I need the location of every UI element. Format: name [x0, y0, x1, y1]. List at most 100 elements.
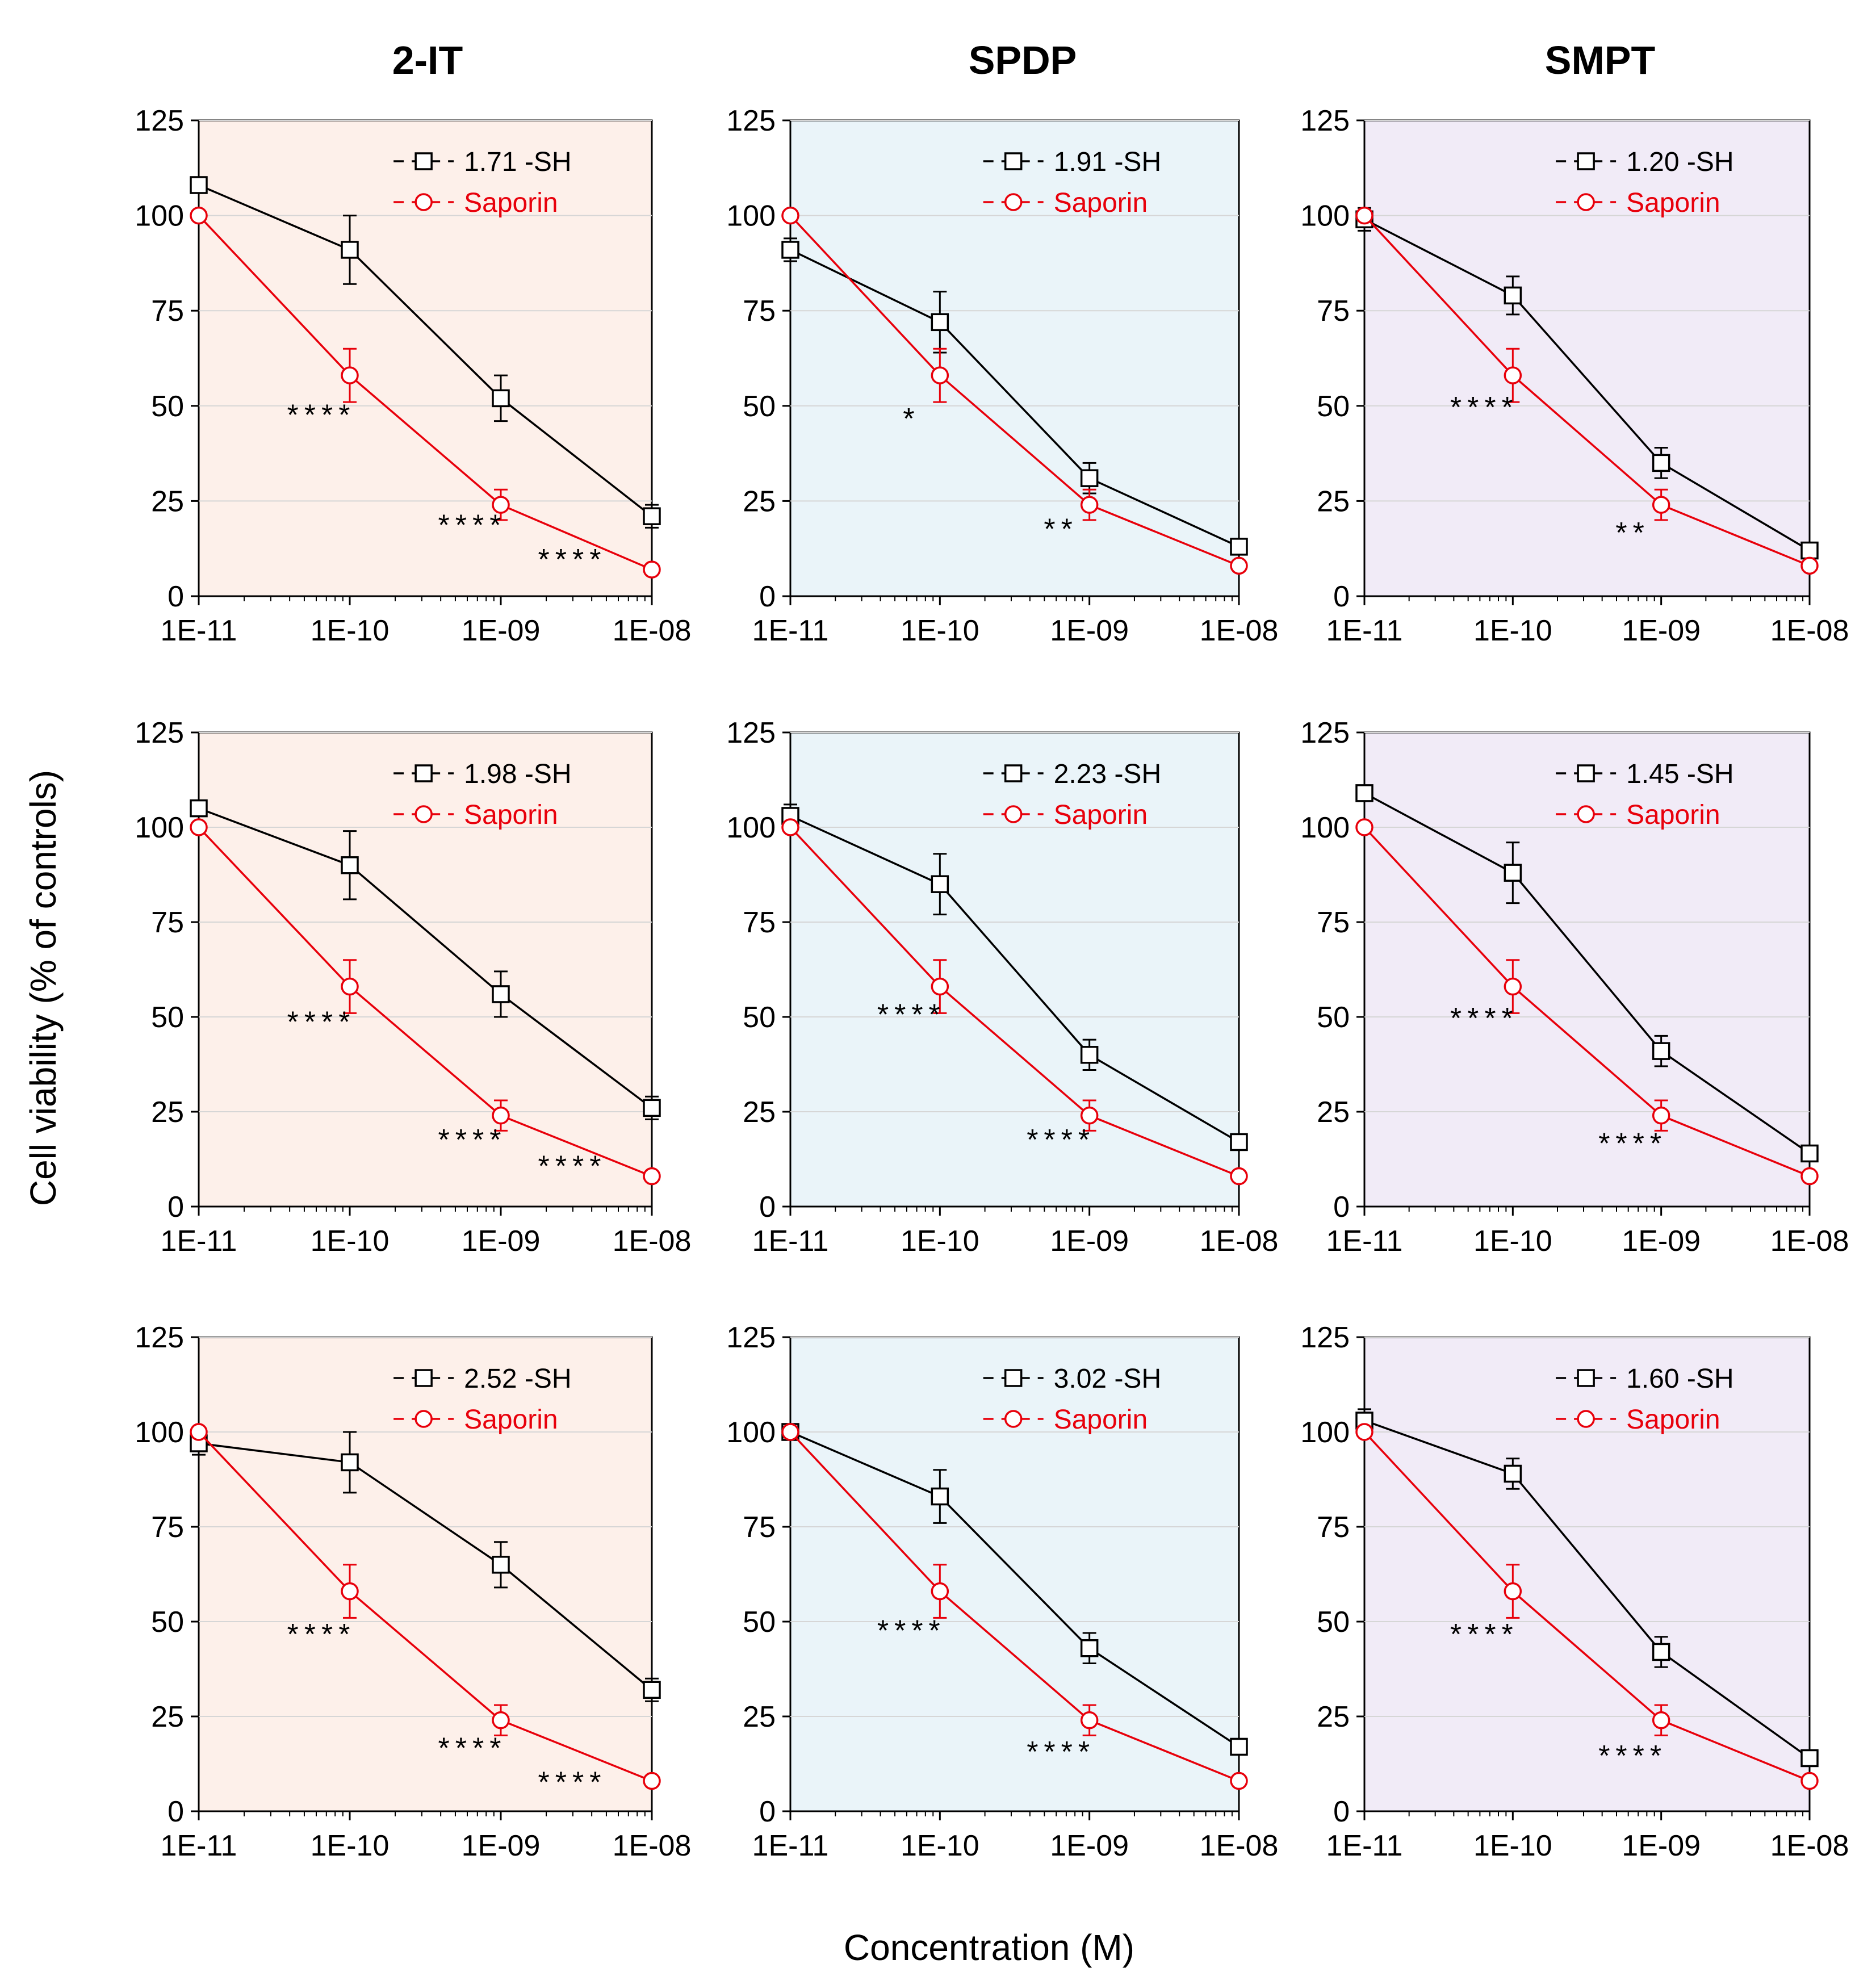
panel-spdp-3-y-tick-label: 0: [759, 1795, 776, 1828]
panel-spdp-1-y-tick-label: 50: [743, 390, 776, 423]
panel-smpt-2: 0 25 50 75 100 125 1E-11 1E-10 1E-09 1E-08 **** ***…: [1300, 717, 1849, 1258]
panel-spdp-2-y-tick-label: 0: [759, 1191, 776, 1224]
panel-2-it-1-sh-series-line: [198, 184, 653, 517]
panel-smpt-3-y-tick-label: 100: [1300, 1416, 1350, 1449]
panel-spdp-1-plot-area: [789, 119, 1240, 597]
panel-2-it-1-significance-label: ****: [438, 509, 507, 542]
panel-smpt-2-sh-series-point: [1504, 864, 1522, 882]
panel-2-it-1-saporin-series-line: [198, 215, 652, 571]
panel-smpt-3: 0 25 50 75 100 125 1E-11 1E-10 1E-09 1E-08 **** ***…: [1300, 1321, 1849, 1862]
panel-2-it-3-y-tick-label: 100: [135, 1416, 184, 1449]
panel-smpt-1-legend-sh-label: 1.20 -SH: [1626, 147, 1733, 177]
panel-2-it-2-y-tick-label: 125: [135, 717, 184, 749]
panel-smpt-1-significance-label: **: [1615, 517, 1649, 550]
panel-smpt-2-legend-saporin-label: Saporin: [1626, 800, 1720, 830]
panel-spdp-2-sh-series-point: [1230, 1133, 1248, 1151]
panel-smpt-3-saporin-series-point: [1355, 1423, 1374, 1441]
panel-spdp-3-sh-series-point: [931, 1487, 949, 1506]
panel-2-it-3-plot-area: [198, 1336, 653, 1812]
panel-2-it-3-y-tick-label: 25: [151, 1701, 184, 1733]
panel-spdp-2-significance-label: ****: [877, 998, 946, 1031]
panel-smpt-3-y-tick-label: 0: [1333, 1795, 1350, 1828]
panel-smpt-3-legend-sh-label: 1.60 -SH: [1626, 1364, 1733, 1394]
panel-smpt-2-sh-series-point: [1652, 1042, 1670, 1060]
panel-2-it-1: 0 25 50 75 100 125 1E-11 1E-10 1E-09 1E-08 **** ***…: [135, 104, 691, 647]
panel-spdp-2-y-tick-label: 100: [726, 811, 776, 844]
panel-smpt-1-sh-series-point: [1800, 541, 1819, 560]
panel-smpt-2-saporin-series-point: [1504, 977, 1522, 996]
panel-2-it-1-y-tick-label: 75: [151, 295, 184, 328]
panel-2-it-1-sh-series-point: [492, 389, 510, 408]
panel-spdp-3-sh-series-point: [1080, 1639, 1099, 1657]
panel-spdp-3-plot-area: [789, 1336, 1240, 1812]
panel-2-it-2-significance-label: ****: [438, 1124, 507, 1157]
panel-2-it-1-y-tick-label: 125: [135, 104, 184, 137]
panel-2-it-1-saporin-series-point: [341, 366, 359, 384]
panel-spdp-3-legend-saporin-marker: [1004, 1410, 1023, 1428]
panel-spdp-2-sh-series-line: [790, 815, 1240, 1143]
panel-smpt-2-saporin-series-point: [1652, 1106, 1670, 1125]
panel-spdp-3-y-tick-label: 75: [743, 1511, 776, 1544]
panel-smpt-3-sh-series-point: [1504, 1464, 1522, 1483]
panel-smpt-2-significance-label: ****: [1450, 1002, 1519, 1035]
panel-spdp-3-saporin-series-point: [1080, 1711, 1099, 1729]
panel-2-it-3-saporin-series-line: [198, 1431, 652, 1782]
panel-spdp-1-legend-saporin-marker: [1004, 193, 1023, 211]
panel-spdp-1-saporin-series-point: [1230, 556, 1248, 575]
panel-spdp-1-significance-label: **: [1044, 513, 1078, 546]
panel-spdp-2-sh-series-point: [1080, 1046, 1099, 1064]
panel-spdp-2-significance-label: ****: [1027, 1124, 1095, 1157]
panel-2-it-3-significance-label: ****: [287, 1618, 356, 1651]
panel-smpt-1-x-tick-label: 1E-08: [1770, 614, 1849, 647]
panel-spdp-3: 0 25 50 75 100 125 1E-11 1E-10 1E-09 1E-08 **** ***…: [726, 1321, 1278, 1862]
panel-2-it-2-plot-area: [198, 731, 653, 1208]
panel-2-it-1-y-tick-label: 25: [151, 485, 184, 518]
panel-spdp-3-saporin-series-point: [931, 1582, 949, 1601]
panel-spdp-2-x-tick-label: 1E-08: [1200, 1225, 1279, 1258]
panel-smpt-3-legend-saporin-marker: [1577, 1410, 1595, 1428]
panel-spdp-3-sh-series-line: [790, 1431, 1240, 1748]
panel-smpt-1-significance-label: ****: [1450, 391, 1519, 424]
panel-smpt-1-saporin-series-point: [1652, 496, 1670, 514]
panel-smpt-2-x-tick-label: 1E-10: [1473, 1225, 1552, 1258]
panel-spdp-1-sh-series-point: [781, 241, 799, 259]
panel-2-it-2-x-tick-label: 1E-09: [462, 1225, 541, 1258]
panel-2-it-1-saporin-series-point: [190, 206, 208, 225]
panel-smpt-1-saporin-series-point: [1355, 206, 1374, 225]
panel-2-it-1-sh-series-point: [190, 176, 208, 194]
panel-smpt-3-sh-series-point: [1652, 1643, 1670, 1661]
panel-smpt-3-sh-series-point: [1800, 1749, 1819, 1768]
panel-smpt-1-sh-series-point: [1504, 286, 1522, 305]
panel-smpt-3-plot-area: [1363, 1336, 1811, 1812]
panel-spdp-3-y-tick-label: 100: [726, 1416, 776, 1449]
panel-smpt-3-x-tick-label: 1E-08: [1770, 1829, 1849, 1862]
x-axis-title: Concentration (M): [844, 1927, 1134, 1968]
panel-smpt-2-legend-sh-label: 1.45 -SH: [1626, 759, 1733, 789]
panel-2-it-3-x-tick-label: 1E-11: [161, 1829, 237, 1862]
panel-spdp-2-saporin-series-point: [1080, 1106, 1099, 1125]
column-title-smpt: SMPT: [1545, 38, 1655, 82]
column-title-2-it: 2-IT: [392, 38, 463, 82]
panel-2-it-2-saporin-series-point: [492, 1106, 510, 1125]
panel-2-it-1-x-tick-label: 1E-09: [462, 614, 541, 647]
panel-smpt-3-y-tick-label: 125: [1300, 1321, 1350, 1354]
panel-spdp-2-y-tick-label: 25: [743, 1096, 776, 1129]
panel-spdp-1-y-tick-label: 0: [759, 580, 776, 613]
panel-smpt-1-legend-saporin-marker: [1577, 193, 1595, 211]
panel-2-it-3-x-tick-label: 1E-09: [462, 1829, 541, 1862]
panel-2-it-3-legend-saporin-label: Saporin: [464, 1405, 558, 1435]
panel-spdp-3-significance-label: ****: [877, 1614, 946, 1647]
panel-smpt-3-y-tick-label: 25: [1317, 1701, 1350, 1733]
panel-2-it-1-saporin-series-point: [492, 496, 510, 514]
panel-smpt-3-saporin-series-point: [1652, 1711, 1670, 1729]
panel-2-it-1-y-tick-label: 100: [135, 200, 184, 233]
panel-smpt-1-sh-series-point: [1652, 454, 1670, 472]
panel-2-it-3-sh-series-point: [643, 1681, 661, 1699]
panel-smpt-1-saporin-series-point: [1800, 556, 1819, 575]
panel-2-it-2-saporin-series-point: [190, 818, 208, 836]
panel-spdp-3-legend-sh-marker: [1004, 1369, 1023, 1387]
panel-spdp-1-sh-series-line: [790, 249, 1240, 548]
